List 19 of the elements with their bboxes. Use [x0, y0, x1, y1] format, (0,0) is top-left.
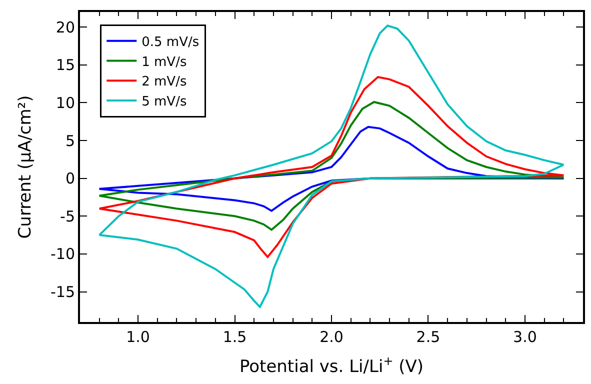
x-axis-title: Potential vs. Li/Li$^{+}$ (V): [239, 354, 424, 377]
x-tick-label: 1.0: [126, 328, 150, 346]
x-tick-label: 2.0: [320, 328, 344, 346]
y-tick-label: 20: [56, 18, 75, 36]
y-tick-label: -5: [60, 207, 75, 226]
legend-label: 5 mV/s: [142, 94, 187, 110]
legend-label: 1 mV/s: [142, 54, 187, 70]
y-tick-label: 10: [56, 94, 75, 112]
y-tick-label: 0: [65, 170, 75, 188]
y-tick-label: 15: [56, 56, 75, 74]
y-tick-label: -10: [50, 245, 75, 264]
x-tick-label: 1.5: [222, 328, 247, 346]
y-tick-label: 5: [65, 132, 75, 150]
x-tick-label: 2.5: [416, 328, 440, 346]
legend-label: 2 mV/s: [142, 74, 187, 90]
x-tick-label: 3.0: [513, 328, 537, 346]
y-axis-title: Current (µA/cm²): [16, 95, 36, 239]
y-tick-label: -15: [50, 283, 75, 302]
legend-label: 0.5 mV/s: [142, 34, 200, 50]
